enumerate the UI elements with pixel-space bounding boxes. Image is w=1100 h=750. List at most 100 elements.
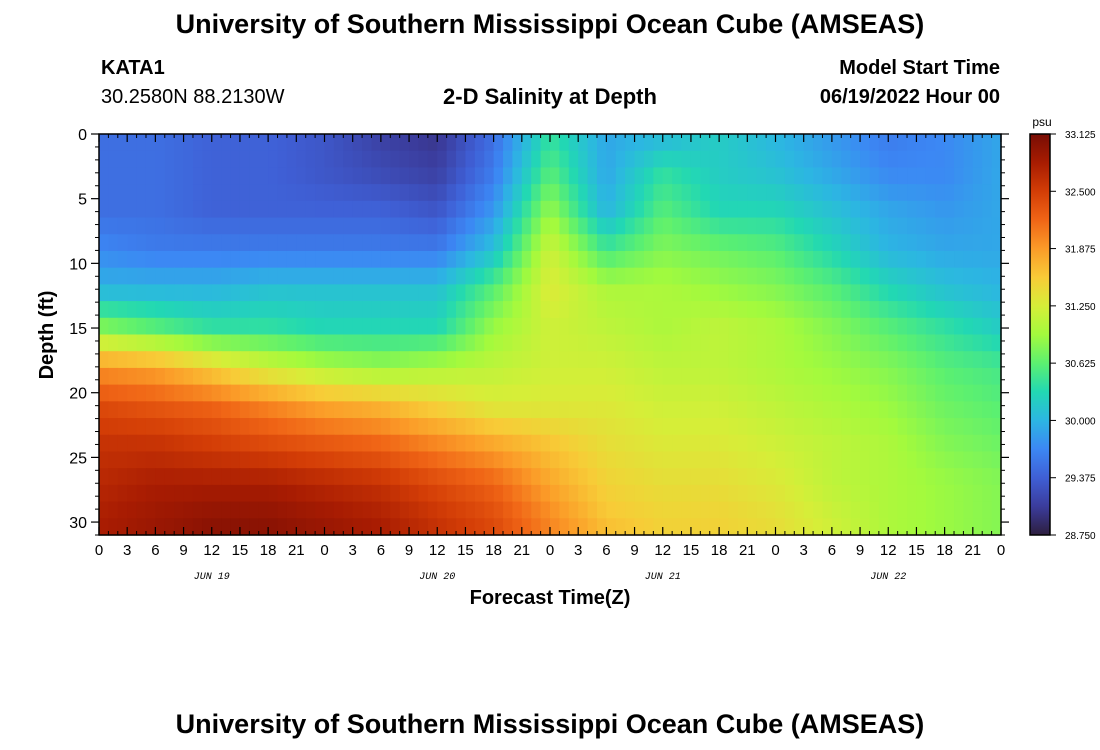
heatmap-cell bbox=[315, 217, 326, 235]
heatmap-cell bbox=[192, 351, 203, 369]
heatmap-cell bbox=[437, 367, 448, 386]
heatmap-cell bbox=[531, 150, 542, 169]
heatmap-cell bbox=[596, 200, 607, 219]
heatmap-cell bbox=[540, 418, 551, 436]
heatmap-cell bbox=[643, 267, 654, 285]
heatmap-cell bbox=[446, 134, 457, 152]
heatmap-cell bbox=[784, 150, 795, 169]
heatmap-cell bbox=[164, 351, 175, 369]
heatmap-cell bbox=[813, 317, 824, 336]
heatmap-cell bbox=[756, 501, 767, 519]
heatmap-cell bbox=[437, 434, 448, 453]
heatmap-cell bbox=[587, 184, 598, 202]
heatmap-cell bbox=[409, 317, 420, 336]
heatmap-cell bbox=[784, 301, 795, 319]
heatmap-cell bbox=[700, 334, 711, 352]
heatmap-cell bbox=[982, 167, 993, 185]
heatmap-cell bbox=[456, 284, 467, 302]
heatmap-cell bbox=[427, 518, 438, 536]
heatmap-cell bbox=[578, 384, 589, 402]
heatmap-cell bbox=[277, 217, 288, 235]
heatmap-cell bbox=[277, 518, 288, 536]
heatmap-cell bbox=[794, 401, 805, 419]
heatmap-cell bbox=[954, 301, 965, 319]
heatmap-cell bbox=[333, 267, 344, 285]
heatmap-cell bbox=[239, 200, 250, 219]
heatmap-cell bbox=[991, 384, 1002, 402]
heatmap-cell bbox=[230, 234, 241, 252]
heatmap-cell bbox=[681, 451, 692, 469]
heatmap-cell bbox=[888, 184, 899, 202]
heatmap-cell bbox=[634, 234, 645, 252]
heatmap-cell bbox=[775, 468, 786, 486]
heatmap-cell bbox=[991, 434, 1002, 453]
heatmap-cell bbox=[766, 351, 777, 369]
heatmap-cell bbox=[456, 317, 467, 336]
heatmap-cell bbox=[474, 334, 485, 352]
heatmap-cell bbox=[362, 401, 373, 419]
heatmap-cell bbox=[155, 401, 166, 419]
heatmap-cell bbox=[794, 367, 805, 386]
heatmap-cell bbox=[418, 301, 429, 319]
heatmap-cell bbox=[568, 451, 579, 469]
heatmap-cell bbox=[371, 351, 382, 369]
heatmap-cell bbox=[907, 367, 918, 386]
heatmap-cell bbox=[352, 284, 363, 302]
heatmap-cell bbox=[409, 468, 420, 486]
heatmap-cell bbox=[437, 150, 448, 169]
heatmap-cell bbox=[258, 200, 269, 219]
heatmap-cell bbox=[315, 451, 326, 469]
heatmap-cell bbox=[568, 401, 579, 419]
heatmap-cell bbox=[690, 434, 701, 453]
heatmap-cell bbox=[568, 518, 579, 536]
heatmap-cell bbox=[296, 367, 307, 386]
heatmap-cell bbox=[352, 451, 363, 469]
heatmap-cell bbox=[972, 451, 983, 469]
heatmap-cell bbox=[831, 250, 842, 269]
heatmap-cell bbox=[907, 501, 918, 519]
heatmap-cell bbox=[155, 184, 166, 202]
heatmap-cell bbox=[606, 484, 617, 503]
heatmap-cell bbox=[719, 451, 730, 469]
heatmap-cell bbox=[728, 301, 739, 319]
heatmap-cell bbox=[784, 167, 795, 185]
heatmap-cell bbox=[653, 217, 664, 235]
heatmap-cell bbox=[822, 234, 833, 252]
heatmap-cell bbox=[672, 468, 683, 486]
heatmap-cell bbox=[784, 401, 795, 419]
heatmap-cell bbox=[672, 284, 683, 302]
heatmap-cell bbox=[155, 150, 166, 169]
heatmap-cell bbox=[239, 401, 250, 419]
heatmap-cell bbox=[446, 200, 457, 219]
heatmap-cell bbox=[794, 284, 805, 302]
heatmap-cell bbox=[456, 484, 467, 503]
heatmap-cell bbox=[174, 301, 185, 319]
heatmap-cell bbox=[972, 301, 983, 319]
heatmap-cell bbox=[202, 418, 213, 436]
heatmap-cell bbox=[456, 217, 467, 235]
heatmap-cell bbox=[719, 184, 730, 202]
heatmap-cell bbox=[775, 217, 786, 235]
heatmap-cell bbox=[728, 367, 739, 386]
heatmap-cell bbox=[456, 134, 467, 152]
heatmap-cell bbox=[972, 184, 983, 202]
heatmap-cell bbox=[352, 250, 363, 269]
heatmap-cell bbox=[578, 351, 589, 369]
station-name: KATA1 bbox=[101, 57, 165, 79]
heatmap-cell bbox=[371, 217, 382, 235]
heatmap-cell bbox=[221, 234, 232, 252]
heatmap-cell bbox=[634, 250, 645, 269]
heatmap-cell bbox=[493, 468, 504, 486]
heatmap-cell bbox=[352, 384, 363, 402]
heatmap-cell bbox=[991, 451, 1002, 469]
heatmap-cell bbox=[625, 150, 636, 169]
heatmap-cell bbox=[221, 284, 232, 302]
heatmap-cell bbox=[268, 484, 279, 503]
heatmap-cell bbox=[117, 150, 128, 169]
heatmap-cell bbox=[362, 317, 373, 336]
heatmap-cell bbox=[916, 234, 927, 252]
heatmap-cell bbox=[174, 200, 185, 219]
heatmap-cell bbox=[813, 451, 824, 469]
heatmap-cell bbox=[437, 301, 448, 319]
heatmap-cell bbox=[202, 434, 213, 453]
